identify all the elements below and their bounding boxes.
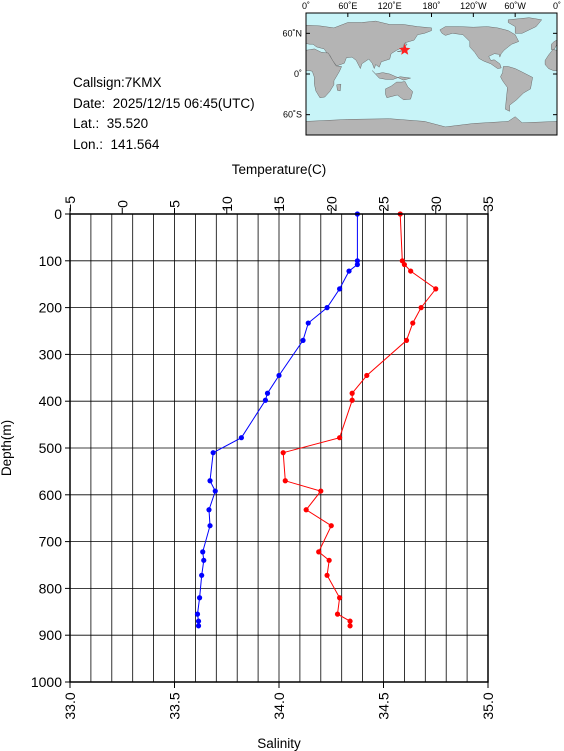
salinity-data-point xyxy=(364,372,370,379)
depth-tick-label: 500 xyxy=(39,440,63,456)
salinity-data-point xyxy=(337,595,343,601)
callsign-row: Callsign:7KMX xyxy=(73,73,255,94)
temperature-tick-label: 25 xyxy=(376,196,392,212)
temperature-data-point xyxy=(212,488,218,494)
lat-label: Lat.: xyxy=(73,116,100,132)
salinity-data-point xyxy=(324,572,330,578)
chart-grid xyxy=(70,214,488,682)
date-row: Date: 2025/12/15 06:45(UTC) xyxy=(73,94,255,115)
temperature-tick-label: −5 xyxy=(62,196,78,212)
temperature-data-point xyxy=(305,320,311,326)
temperature-data-point xyxy=(207,478,213,484)
lon-label: Lon.: xyxy=(73,136,104,152)
temperature-data-point xyxy=(354,258,360,264)
temperature-tick-label: 20 xyxy=(323,196,339,212)
salinity-data-point xyxy=(328,523,334,529)
temperature-data-point xyxy=(199,572,205,578)
salinity-data-point xyxy=(303,507,309,513)
temperature-data-point xyxy=(354,261,360,268)
station-info: Callsign:7KMX Date: 2025/12/15 06:45(UTC… xyxy=(73,73,255,155)
salinity-data-point xyxy=(334,611,341,617)
depth-tick-label: 700 xyxy=(39,534,63,550)
temperature-data-point xyxy=(264,390,271,396)
temperature-data-point xyxy=(324,305,330,311)
temperature-data-point xyxy=(201,557,207,563)
lat-value: 35.520 xyxy=(106,116,149,132)
depth-tick-label: 600 xyxy=(39,487,63,503)
temperature-tick-label: 5 xyxy=(167,200,183,208)
temperature-tick-label: 30 xyxy=(428,196,444,212)
depth-tick-label: 100 xyxy=(39,253,63,269)
temperature-tick-label: 15 xyxy=(271,196,287,212)
salinity-data-point xyxy=(316,549,322,555)
date-value: 2025/12/15 06:45(UTC) xyxy=(112,95,255,111)
salinity-data-point xyxy=(347,623,353,629)
callsign-label: Callsign: xyxy=(73,75,125,90)
depth-tick-label: 900 xyxy=(39,627,63,643)
salinity-data-point xyxy=(337,435,343,441)
depth-tick-label: 0 xyxy=(54,206,62,222)
salinity-data-point xyxy=(408,268,414,274)
salinity-data-point xyxy=(326,557,332,563)
temperature-data-point xyxy=(195,623,202,629)
lon-row: Lon.: 141.564 xyxy=(73,135,255,156)
temperature-tick-label: 10 xyxy=(219,196,235,212)
salinity-tick-label: 34.0 xyxy=(271,692,287,719)
temperature-data-point xyxy=(262,397,269,403)
salinity-data-point xyxy=(433,286,439,292)
salinity-data-point xyxy=(418,305,424,311)
salinity-data-point xyxy=(403,337,410,343)
bottom-axis-label: Salinity xyxy=(257,736,301,751)
temperature-tick-label: 0 xyxy=(114,200,130,208)
salinity-data-point xyxy=(347,618,353,624)
chart-series xyxy=(194,211,439,629)
temperature-data-point xyxy=(337,286,343,292)
temperature-data-point xyxy=(276,372,282,379)
depth-tick-label: 1000 xyxy=(31,674,62,690)
lon-value: 141.564 xyxy=(110,136,160,152)
depth-tick-label: 300 xyxy=(39,346,63,362)
depth-tick-label: 800 xyxy=(39,580,63,596)
salinity-profile-line xyxy=(282,213,437,626)
top-axis-label: Temperature(C) xyxy=(232,162,327,177)
temperature-data-point xyxy=(200,549,206,555)
salinity-data-point xyxy=(401,261,407,268)
date-label: Date: xyxy=(73,95,106,111)
temperature-profile-line xyxy=(196,214,358,626)
depth-tick-label: 400 xyxy=(39,393,63,409)
salinity-tick-label: 35.0 xyxy=(480,692,496,719)
salinity-data-point xyxy=(410,320,416,326)
temperature-data-point xyxy=(206,507,212,513)
salinity-data-point xyxy=(349,397,355,403)
salinity-data-point xyxy=(282,478,288,484)
salinity-tick-label: 33.5 xyxy=(167,692,183,719)
salinity-tick-label: 33.0 xyxy=(62,692,78,719)
temperature-data-point xyxy=(196,595,203,601)
temperature-data-point xyxy=(210,450,216,456)
salinity-data-point xyxy=(349,390,355,396)
plot-frame xyxy=(69,213,489,683)
salinity-tick-label: 34.5 xyxy=(376,692,392,719)
callsign-value: 7KMX xyxy=(124,75,162,90)
temperature-data-point xyxy=(207,523,213,529)
depth-tick-label: 200 xyxy=(39,300,63,316)
temperature-data-point xyxy=(300,337,306,343)
temperature-data-point xyxy=(195,618,202,624)
lat-row: Lat.: 35.520 xyxy=(73,114,255,135)
temperature-data-point xyxy=(194,611,201,617)
salinity-data-point xyxy=(280,450,286,456)
temperature-tick-label: 35 xyxy=(480,196,496,212)
temperature-data-point xyxy=(238,435,244,441)
salinity-data-point xyxy=(318,488,324,494)
temperature-data-point xyxy=(346,268,352,274)
left-axis-label: Depth(m) xyxy=(0,420,14,476)
